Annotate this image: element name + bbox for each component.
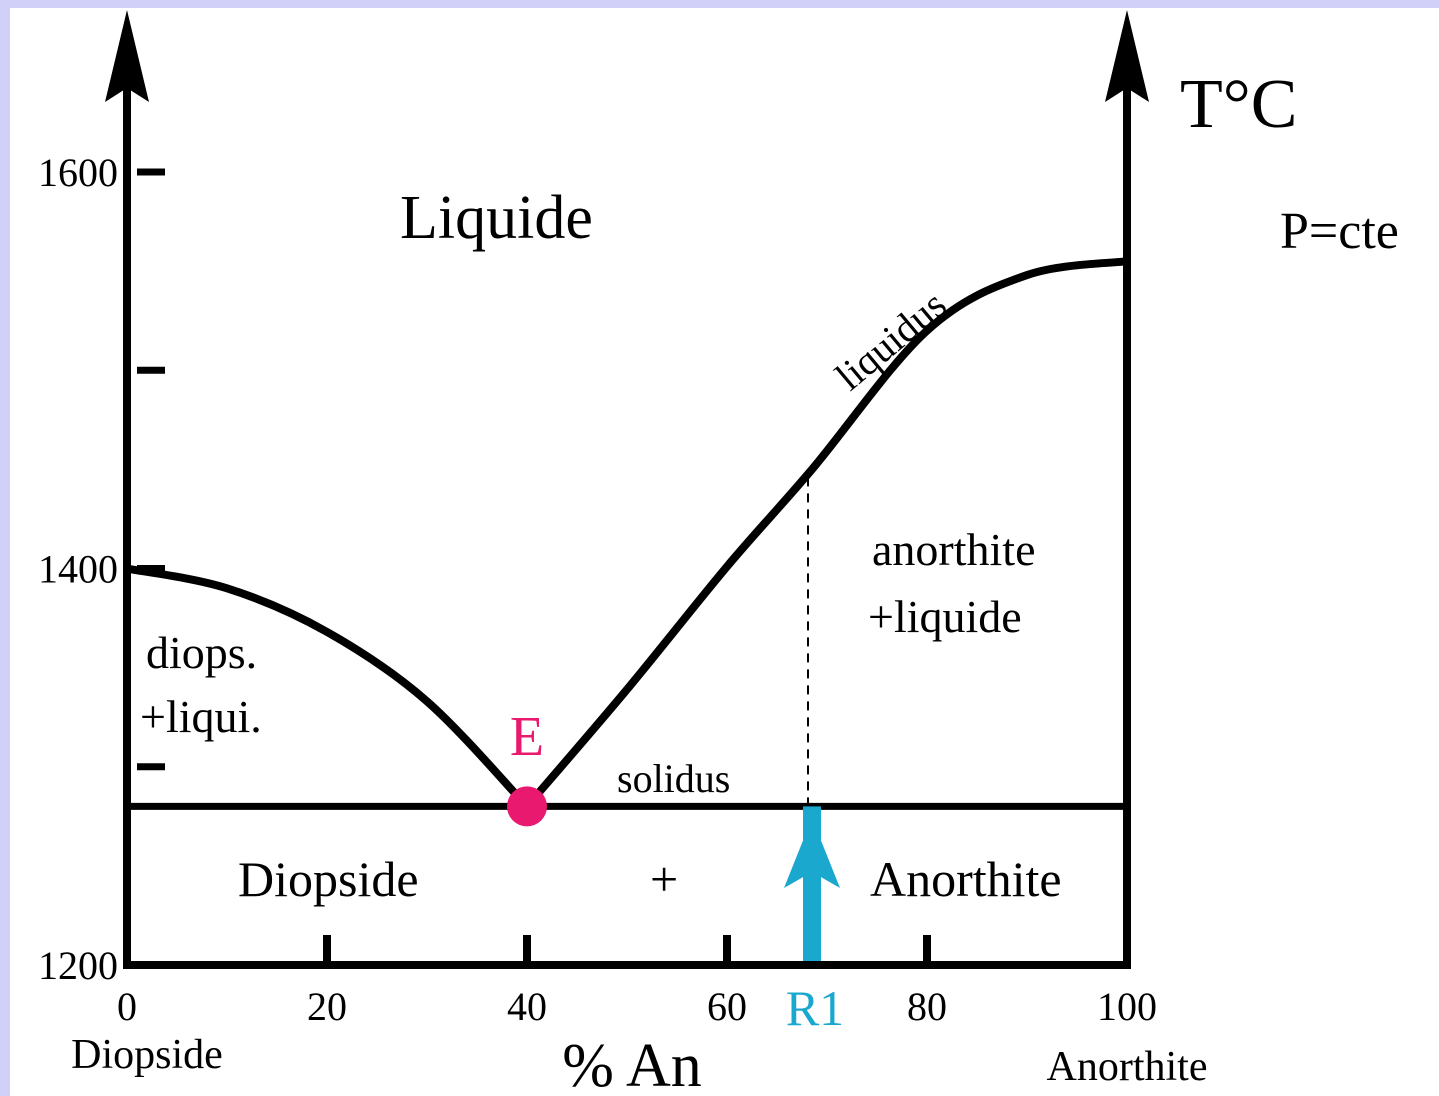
region-label: diops.: [146, 627, 257, 678]
x-tick-label: 40: [507, 984, 547, 1029]
x-tick-label: 60: [707, 984, 747, 1029]
region-label: +liquide: [868, 591, 1022, 642]
x-tick-label: 0: [117, 984, 137, 1029]
region-label: +liqui.: [140, 691, 262, 742]
note: P=cte: [1280, 203, 1399, 260]
y-tick-label: 1200: [38, 943, 118, 988]
solidus-label: solidus: [617, 756, 730, 801]
y-tick-label: 1400: [38, 547, 118, 592]
region-label: Liquide: [400, 184, 593, 252]
eutectic: [507, 786, 547, 827]
region-label: Anorthite: [870, 851, 1062, 907]
x-axis-label: % An: [562, 1032, 702, 1096]
liquidus-curve: [523, 257, 1128, 809]
y-axis-arrow: [105, 10, 149, 102]
x-tick-label: 80: [907, 984, 947, 1029]
region-label: +: [650, 851, 678, 907]
eutectic-label: E: [510, 706, 544, 768]
x-tick-label: 20: [307, 984, 347, 1029]
r1-arrow-head: [784, 818, 840, 888]
y-tick-label: 1600: [38, 150, 118, 195]
end-label: Diopside: [71, 1032, 223, 1078]
x-tick-label: 100: [1097, 984, 1157, 1029]
panel: [10, 8, 1439, 1096]
y-axis-right-arrow: [1105, 10, 1149, 102]
r1-label: R1: [786, 980, 844, 1036]
region-label: anorthite: [872, 524, 1036, 575]
y-axis-label: T°C: [1180, 66, 1297, 143]
liquidus-curve: [126, 564, 530, 810]
end-label: Anorthite: [1047, 1044, 1208, 1090]
region-label: Diopside: [238, 851, 419, 907]
